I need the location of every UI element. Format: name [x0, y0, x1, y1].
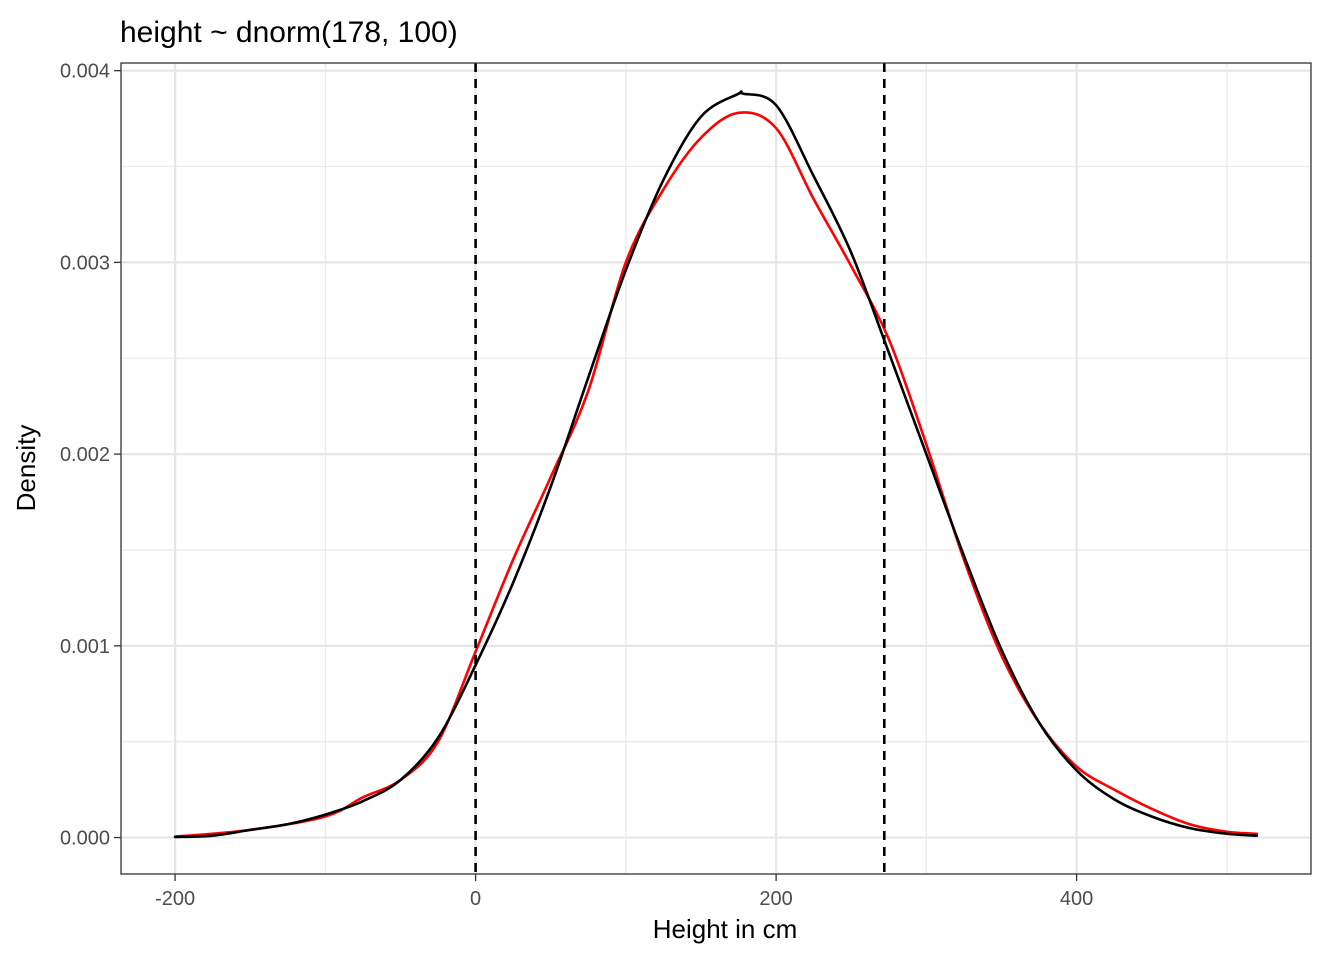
- x-tick-label: -200: [155, 888, 195, 910]
- y-tick-label: 0.000: [60, 828, 110, 850]
- x-axis-title: Height in cm: [653, 914, 798, 944]
- plot-border: [120, 62, 1312, 875]
- minor-gridlines: [121, 63, 1311, 874]
- y-axis-title: Density: [11, 425, 41, 512]
- normal-density-line: [173, 90, 1259, 839]
- y-tick-label: 0.004: [60, 61, 110, 83]
- major-gridlines: [121, 63, 1311, 874]
- chart-title: height ~ dnorm(178, 100): [120, 16, 458, 49]
- series-layer: [173, 90, 1259, 839]
- y-tick-label: 0.003: [60, 252, 110, 274]
- x-tick-label: 0: [470, 888, 481, 910]
- y-tick-label: 0.001: [60, 636, 110, 658]
- x-tick-label: 200: [759, 888, 792, 910]
- plot-background: [121, 63, 1311, 874]
- y-axis-ticks: 0.000 0.001 0.002 0.003 0.004: [60, 61, 121, 850]
- x-tick-label: 400: [1060, 888, 1093, 910]
- plot-panel: [120, 62, 1312, 875]
- y-tick-label: 0.002: [60, 444, 110, 466]
- empirical-density-line: [173, 111, 1259, 838]
- reference-lines: [474, 63, 886, 874]
- x-axis-ticks: -200 0 200 400: [155, 874, 1093, 910]
